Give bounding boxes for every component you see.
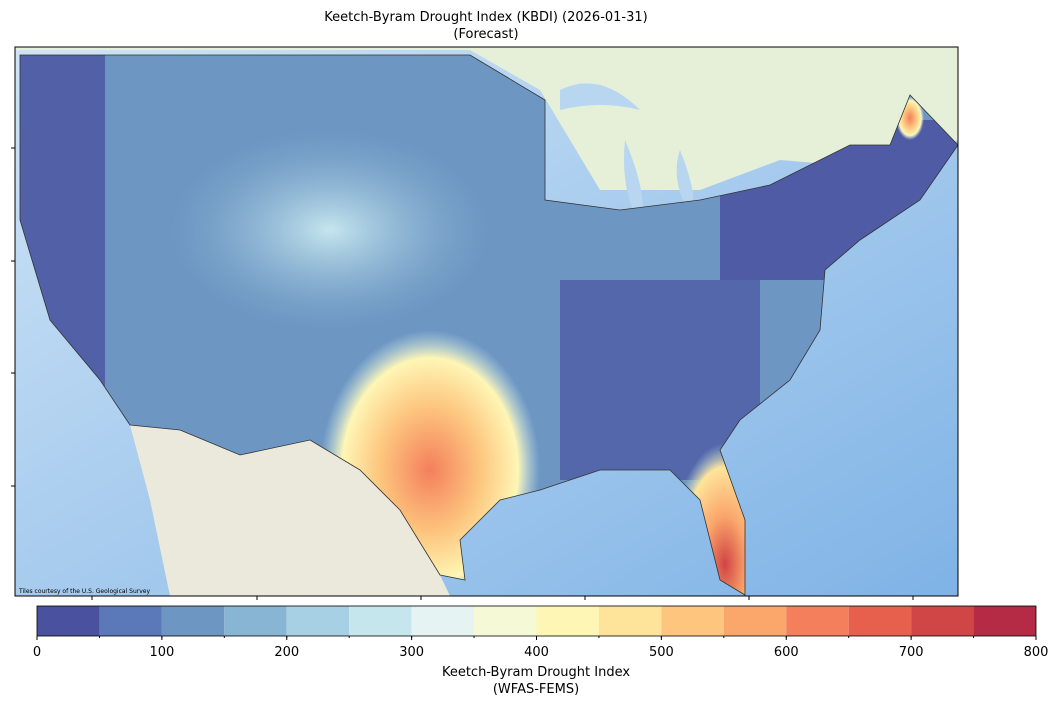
colorbar-bin (598, 606, 662, 636)
subtitle: (Forecast) (453, 27, 518, 42)
colorbar-bin (661, 606, 724, 636)
colorbar-bin (973, 606, 1036, 636)
colorbar-label: (WFAS-FEMS) (493, 682, 579, 697)
colorbar-bin (224, 606, 287, 636)
colorbar-bin (786, 606, 849, 636)
colorbar: 0 100 200 300 400 500 600 700 800 (33, 605, 1049, 660)
colorbar-tick-label: 100 (149, 645, 174, 660)
colorbar-bin (536, 606, 599, 636)
great-lakes (560, 83, 694, 225)
colorbar-bin (349, 606, 412, 636)
colorbar-bin (723, 606, 787, 636)
colorbar-tick-label: 800 (1024, 645, 1049, 660)
colorbar-tick-label: 500 (649, 645, 674, 660)
colorbar-bin (474, 606, 537, 636)
mexico (130, 425, 450, 596)
map: Tiles courtesy of the U.S. Geological Su… (11, 46, 959, 600)
colorbar-bin (99, 606, 162, 636)
colorbar-tick-label: 200 (274, 645, 299, 660)
colorbar-bin (848, 606, 912, 636)
colorbar-bin (161, 606, 225, 636)
axis-ticks (11, 147, 914, 600)
colorbar-tick-label: 700 (899, 645, 924, 660)
colorbar-bin (411, 606, 475, 636)
colorbar-label: Keetch-Byram Drought Index (442, 665, 630, 680)
colorbar-bin (286, 606, 350, 636)
canada (15, 47, 958, 190)
colorbar-tick-label: 300 (399, 645, 424, 660)
title: Keetch-Byram Drought Index (KBDI) (2026-… (324, 10, 647, 25)
colorbar-tick-label: 0 (33, 645, 41, 660)
colorbar-tick-label: 600 (774, 645, 799, 660)
attribution: Tiles courtesy of the U.S. Geological Su… (18, 588, 150, 595)
colorbar-tick-label: 400 (524, 645, 549, 660)
colorbar-bin (37, 606, 100, 636)
colorbar-bin (911, 606, 974, 636)
